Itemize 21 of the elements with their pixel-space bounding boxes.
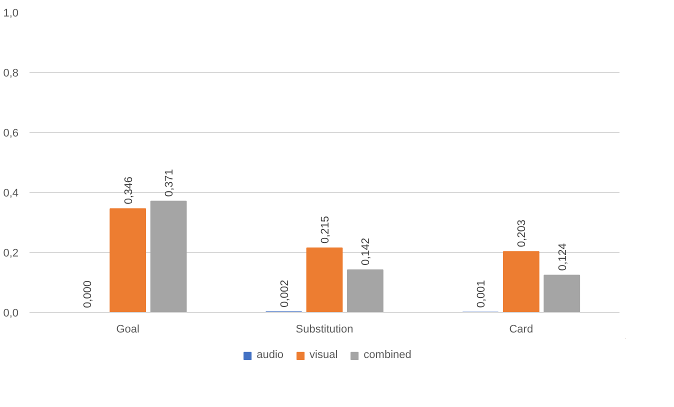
y-tick-label: 0,4 bbox=[3, 188, 19, 200]
y-tick-label: 0,2 bbox=[3, 248, 19, 260]
legend-label: visual bbox=[310, 349, 338, 361]
data-label: 0,346 bbox=[122, 176, 135, 204]
x-tick-label: Substitution bbox=[296, 324, 354, 336]
x-tick-label: Goal bbox=[116, 324, 140, 336]
data-label: 0,002 bbox=[278, 280, 291, 308]
data-label: 0,124 bbox=[556, 243, 569, 271]
data-label: 0,001 bbox=[475, 280, 488, 308]
data-label: 0,371 bbox=[164, 169, 176, 197]
x-tick-label: Card bbox=[509, 324, 534, 336]
data-label: 0,000 bbox=[82, 280, 94, 308]
data-label: 0,203 bbox=[516, 220, 528, 248]
y-tick-label: 0,8 bbox=[3, 68, 19, 80]
y-tick-label: 1,0 bbox=[3, 8, 19, 20]
data-label: 0,142 bbox=[360, 238, 372, 266]
legend-label: audio bbox=[256, 349, 284, 361]
data-label: 0,215 bbox=[320, 216, 332, 244]
legend-label: combined bbox=[364, 349, 412, 361]
y-tick-label: 0,6 bbox=[3, 128, 19, 140]
y-tick-label: 0,0 bbox=[3, 308, 19, 320]
